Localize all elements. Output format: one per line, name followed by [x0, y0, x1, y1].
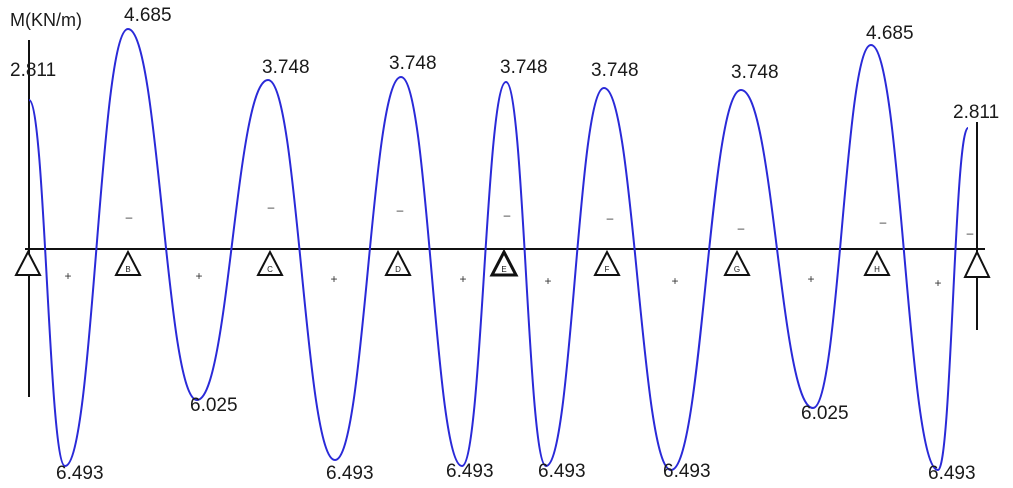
value-label-top: 3.748 [262, 57, 310, 78]
svg-text:B: B [125, 265, 130, 274]
value-label-bottom: 6.493 [538, 461, 586, 482]
value-label-bottom: 6.493 [663, 461, 711, 482]
negative-sign: – [397, 203, 404, 217]
svg-text:D: D [395, 265, 401, 274]
negative-sign: – [126, 210, 133, 224]
positive-sign: + [195, 269, 202, 283]
value-label-top: 4.685 [124, 5, 172, 26]
value-label-bottom: 6.025 [801, 403, 849, 424]
value-label-top: 2.811 [953, 102, 999, 123]
value-label-bottom: 6.493 [446, 461, 494, 482]
svg-text:F: F [605, 265, 610, 274]
positive-sign: + [807, 272, 814, 286]
svg-text:G: G [734, 265, 740, 274]
negative-sign: – [967, 226, 974, 240]
svg-text:E: E [501, 265, 506, 274]
support-a [14, 249, 42, 276]
value-label-bottom: 6.493 [56, 463, 104, 484]
support-i [963, 249, 991, 278]
value-label-top: 3.748 [591, 60, 639, 81]
support-e: E [489, 248, 519, 277]
support-h: H [863, 249, 891, 276]
value-label-bottom: 6.493 [326, 463, 374, 484]
positive-sign: + [64, 269, 71, 283]
negative-sign: – [880, 215, 887, 229]
support-g: G [723, 249, 751, 276]
positive-sign: + [934, 276, 941, 290]
moment-curve [28, 27, 969, 472]
value-label-top: 2.811 [10, 60, 56, 81]
negative-sign: – [738, 221, 745, 235]
value-label-top: 4.685 [866, 23, 914, 44]
negative-sign: – [504, 208, 511, 222]
value-label-top: 3.748 [500, 57, 548, 78]
value-label-bottom: 6.493 [928, 463, 976, 484]
diagram-title: M(KN/m) [10, 10, 82, 30]
positive-sign: + [671, 274, 678, 288]
support-b: B [114, 249, 142, 276]
positive-sign: + [544, 274, 551, 288]
negative-sign: – [268, 200, 275, 214]
support-c: C [256, 249, 284, 276]
value-label-top: 3.748 [389, 53, 437, 74]
svg-text:C: C [267, 265, 273, 274]
positive-sign: + [330, 272, 337, 286]
negative-sign: – [607, 211, 614, 225]
support-f: F [593, 249, 621, 276]
support-d: D [384, 249, 412, 276]
positive-sign: + [459, 272, 466, 286]
value-label-top: 3.748 [731, 62, 779, 83]
svg-text:H: H [874, 265, 880, 274]
value-label-bottom: 6.025 [190, 395, 238, 416]
